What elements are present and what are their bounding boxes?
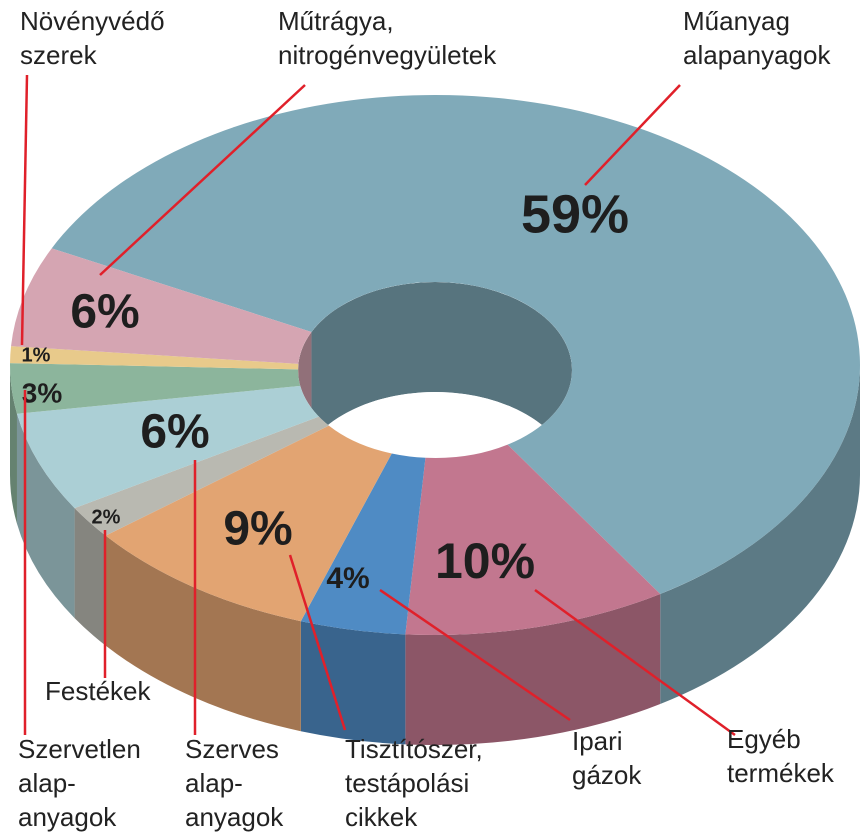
slice-top: [405, 444, 661, 635]
category-label: Növényvédő: [20, 6, 165, 36]
value-label: 10%: [435, 533, 535, 589]
value-label: 4%: [326, 562, 369, 595]
leader-line: [379, 588, 571, 722]
leader-line: [99, 84, 306, 276]
value-label: 6%: [70, 286, 139, 339]
category-label: nitrogénvegyületek: [278, 40, 497, 70]
slice-top: [300, 453, 426, 635]
category-label: Festékek: [45, 676, 151, 706]
hole: [298, 392, 572, 458]
value-label: 2%: [92, 506, 121, 528]
slice-side: [300, 621, 406, 745]
slice-side: [16, 413, 75, 619]
category-label: anyagok: [185, 802, 284, 832]
category-label: Egyéb: [727, 724, 801, 754]
value-label: 9%: [223, 503, 292, 556]
leader-line: [20, 74, 29, 346]
leader-line: [534, 588, 736, 737]
sides: [10, 365, 860, 745]
slice-top: [9, 363, 301, 414]
category-label: gázok: [572, 760, 642, 790]
labels: 59% Műanyag alapanyagok 10% Egyéb termékek 4% I…: [18, 6, 835, 832]
slice-side: [405, 593, 661, 745]
leader-line: [288, 554, 347, 731]
value-label: 3%: [22, 377, 63, 408]
slice-inner: [311, 282, 572, 458]
slice-top: [105, 425, 392, 622]
value-label: 59%: [521, 184, 629, 244]
category-label: alap-: [185, 768, 243, 798]
slice-top: [74, 416, 329, 536]
tops: [9, 94, 860, 635]
slice-side: [105, 535, 301, 732]
category-label: alap-: [18, 768, 76, 798]
category-label: testápolási: [345, 768, 469, 798]
category-label: szerek: [20, 40, 98, 70]
slice-top: [16, 385, 319, 509]
category-label: Tisztítószer,: [345, 734, 483, 764]
value-label: 1%: [22, 344, 51, 366]
category-label: Szervetlen: [18, 734, 141, 764]
slice-top: [10, 346, 299, 370]
slice-side: [74, 508, 106, 646]
category-label: Ipari: [572, 726, 623, 756]
value-label: 6%: [140, 406, 209, 459]
slice-side: [660, 365, 860, 704]
category-label: termékek: [727, 758, 835, 788]
category-label: cikkek: [345, 802, 418, 832]
leader-line: [584, 84, 681, 186]
category-label: Szerves: [185, 734, 279, 764]
category-label: alapanyagok: [683, 40, 831, 70]
slice-top: [51, 94, 860, 594]
category-label: Műanyag: [683, 6, 790, 36]
slice-side: [10, 365, 17, 524]
slice-top: [11, 248, 312, 364]
category-label: Műtrágya,: [278, 6, 394, 36]
category-label: anyagok: [18, 802, 117, 832]
